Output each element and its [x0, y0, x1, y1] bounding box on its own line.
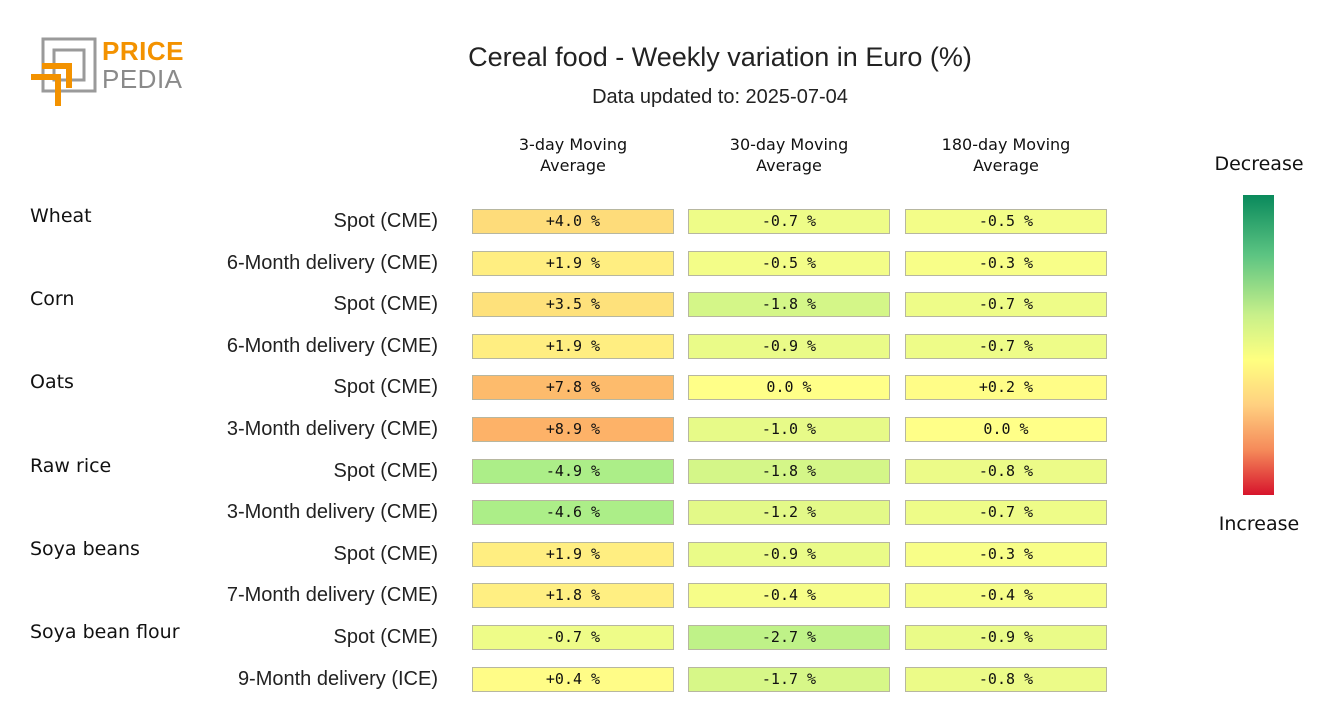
heatmap-cell: +0.2 %: [905, 375, 1107, 401]
heatmap-cell: -1.2 %: [688, 500, 890, 526]
row-label: 7-Month delivery (CME): [226, 584, 438, 607]
heatmap-cell: +1.8 %: [472, 583, 674, 609]
group-label: Oats: [30, 371, 74, 394]
row-label: Spot (CME): [333, 293, 438, 316]
column-header: 3-day Moving Average: [518, 135, 628, 175]
group-label: Soya beans: [30, 537, 140, 560]
heatmap-cell: 0.0 %: [905, 417, 1107, 442]
heatmap-cell: -0.9 %: [688, 333, 890, 359]
heatmap-cell: -0.8 %: [905, 666, 1107, 692]
heatmap-cell: -0.7 %: [905, 292, 1107, 318]
row-label: 3-Month delivery (CME): [226, 418, 438, 440]
heatmap-cell: -1.7 %: [688, 666, 890, 692]
heatmap-cell: -0.7 %: [688, 209, 890, 234]
chart-title: Cereal food - Weekly variation in Euro (…: [468, 42, 972, 72]
heatmap-cell: -0.3 %: [905, 541, 1107, 567]
heatmap-cell: -1.0 %: [688, 417, 890, 442]
heatmap-cell: 0.0 %: [688, 375, 890, 401]
heatmap-cell: -0.7 %: [905, 500, 1107, 526]
heatmap-cell: -0.4 %: [905, 583, 1107, 609]
logo-mark-icon: [31, 37, 97, 106]
group-label: Wheat: [30, 205, 92, 227]
row-label: 6-Month delivery (CME): [226, 334, 438, 357]
row-label: 3-Month delivery (CME): [226, 501, 438, 524]
heatmap-cell: -0.3 %: [905, 250, 1107, 276]
heatmap-cell: +3.5 %: [472, 292, 674, 318]
column-header: 180-day Moving Average: [941, 135, 1071, 175]
legend-decrease-label: Decrease: [1214, 153, 1304, 175]
heatmap-cell: +8.9 %: [472, 417, 674, 442]
heatmap-cell: -2.7 %: [688, 625, 890, 650]
row-label: Spot (CME): [333, 542, 438, 565]
heatmap-cell: +1.9 %: [472, 541, 674, 567]
heatmap-cell: -0.9 %: [688, 541, 890, 567]
row-label: Spot (CME): [333, 459, 438, 482]
heatmap-cell: -1.8 %: [688, 292, 890, 318]
pricepedia-logo: PRICE PEDIA: [28, 36, 188, 112]
heatmap-cell: -0.4 %: [688, 583, 890, 609]
heatmap-cell: -0.9 %: [905, 625, 1107, 650]
chart-subtitle: Data updated to: 2025-07-04: [592, 86, 848, 108]
row-label: Spot (CME): [333, 210, 438, 232]
row-label: 6-Month delivery (CME): [226, 251, 438, 274]
group-label: Raw rice: [30, 454, 112, 477]
heatmap-cell: -0.7 %: [472, 625, 674, 650]
row-label: 9-Month delivery (ICE): [237, 667, 438, 690]
legend-increase-label: Increase: [1218, 513, 1300, 535]
heatmap-cell: +7.8 %: [472, 375, 674, 401]
legend-color-scale: [1243, 195, 1274, 495]
group-label: Corn: [30, 288, 75, 311]
logo-text-pedia: PEDIA: [102, 64, 183, 94]
heatmap-cell: -0.8 %: [905, 458, 1107, 484]
heatmap-cell: +0.4 %: [472, 666, 674, 692]
heatmap-cell: +1.9 %: [472, 250, 674, 276]
heatmap-cell: -4.9 %: [472, 458, 674, 484]
row-label: Spot (CME): [333, 376, 438, 399]
group-label: Soya bean flour: [30, 621, 180, 643]
heatmap-cell: -1.8 %: [688, 458, 890, 484]
heatmap-cell: -0.5 %: [905, 209, 1107, 234]
heatmap-cell: -4.6 %: [472, 500, 674, 526]
row-label: Spot (CME): [333, 626, 438, 648]
column-header: 30-day Moving Average: [729, 135, 849, 175]
heatmap-cell: +1.9 %: [472, 333, 674, 359]
logo-text-price: PRICE: [102, 36, 184, 66]
heatmap-cell: -0.7 %: [905, 333, 1107, 359]
heatmap-cell: -0.5 %: [688, 250, 890, 276]
heatmap-cell: +4.0 %: [472, 209, 674, 234]
